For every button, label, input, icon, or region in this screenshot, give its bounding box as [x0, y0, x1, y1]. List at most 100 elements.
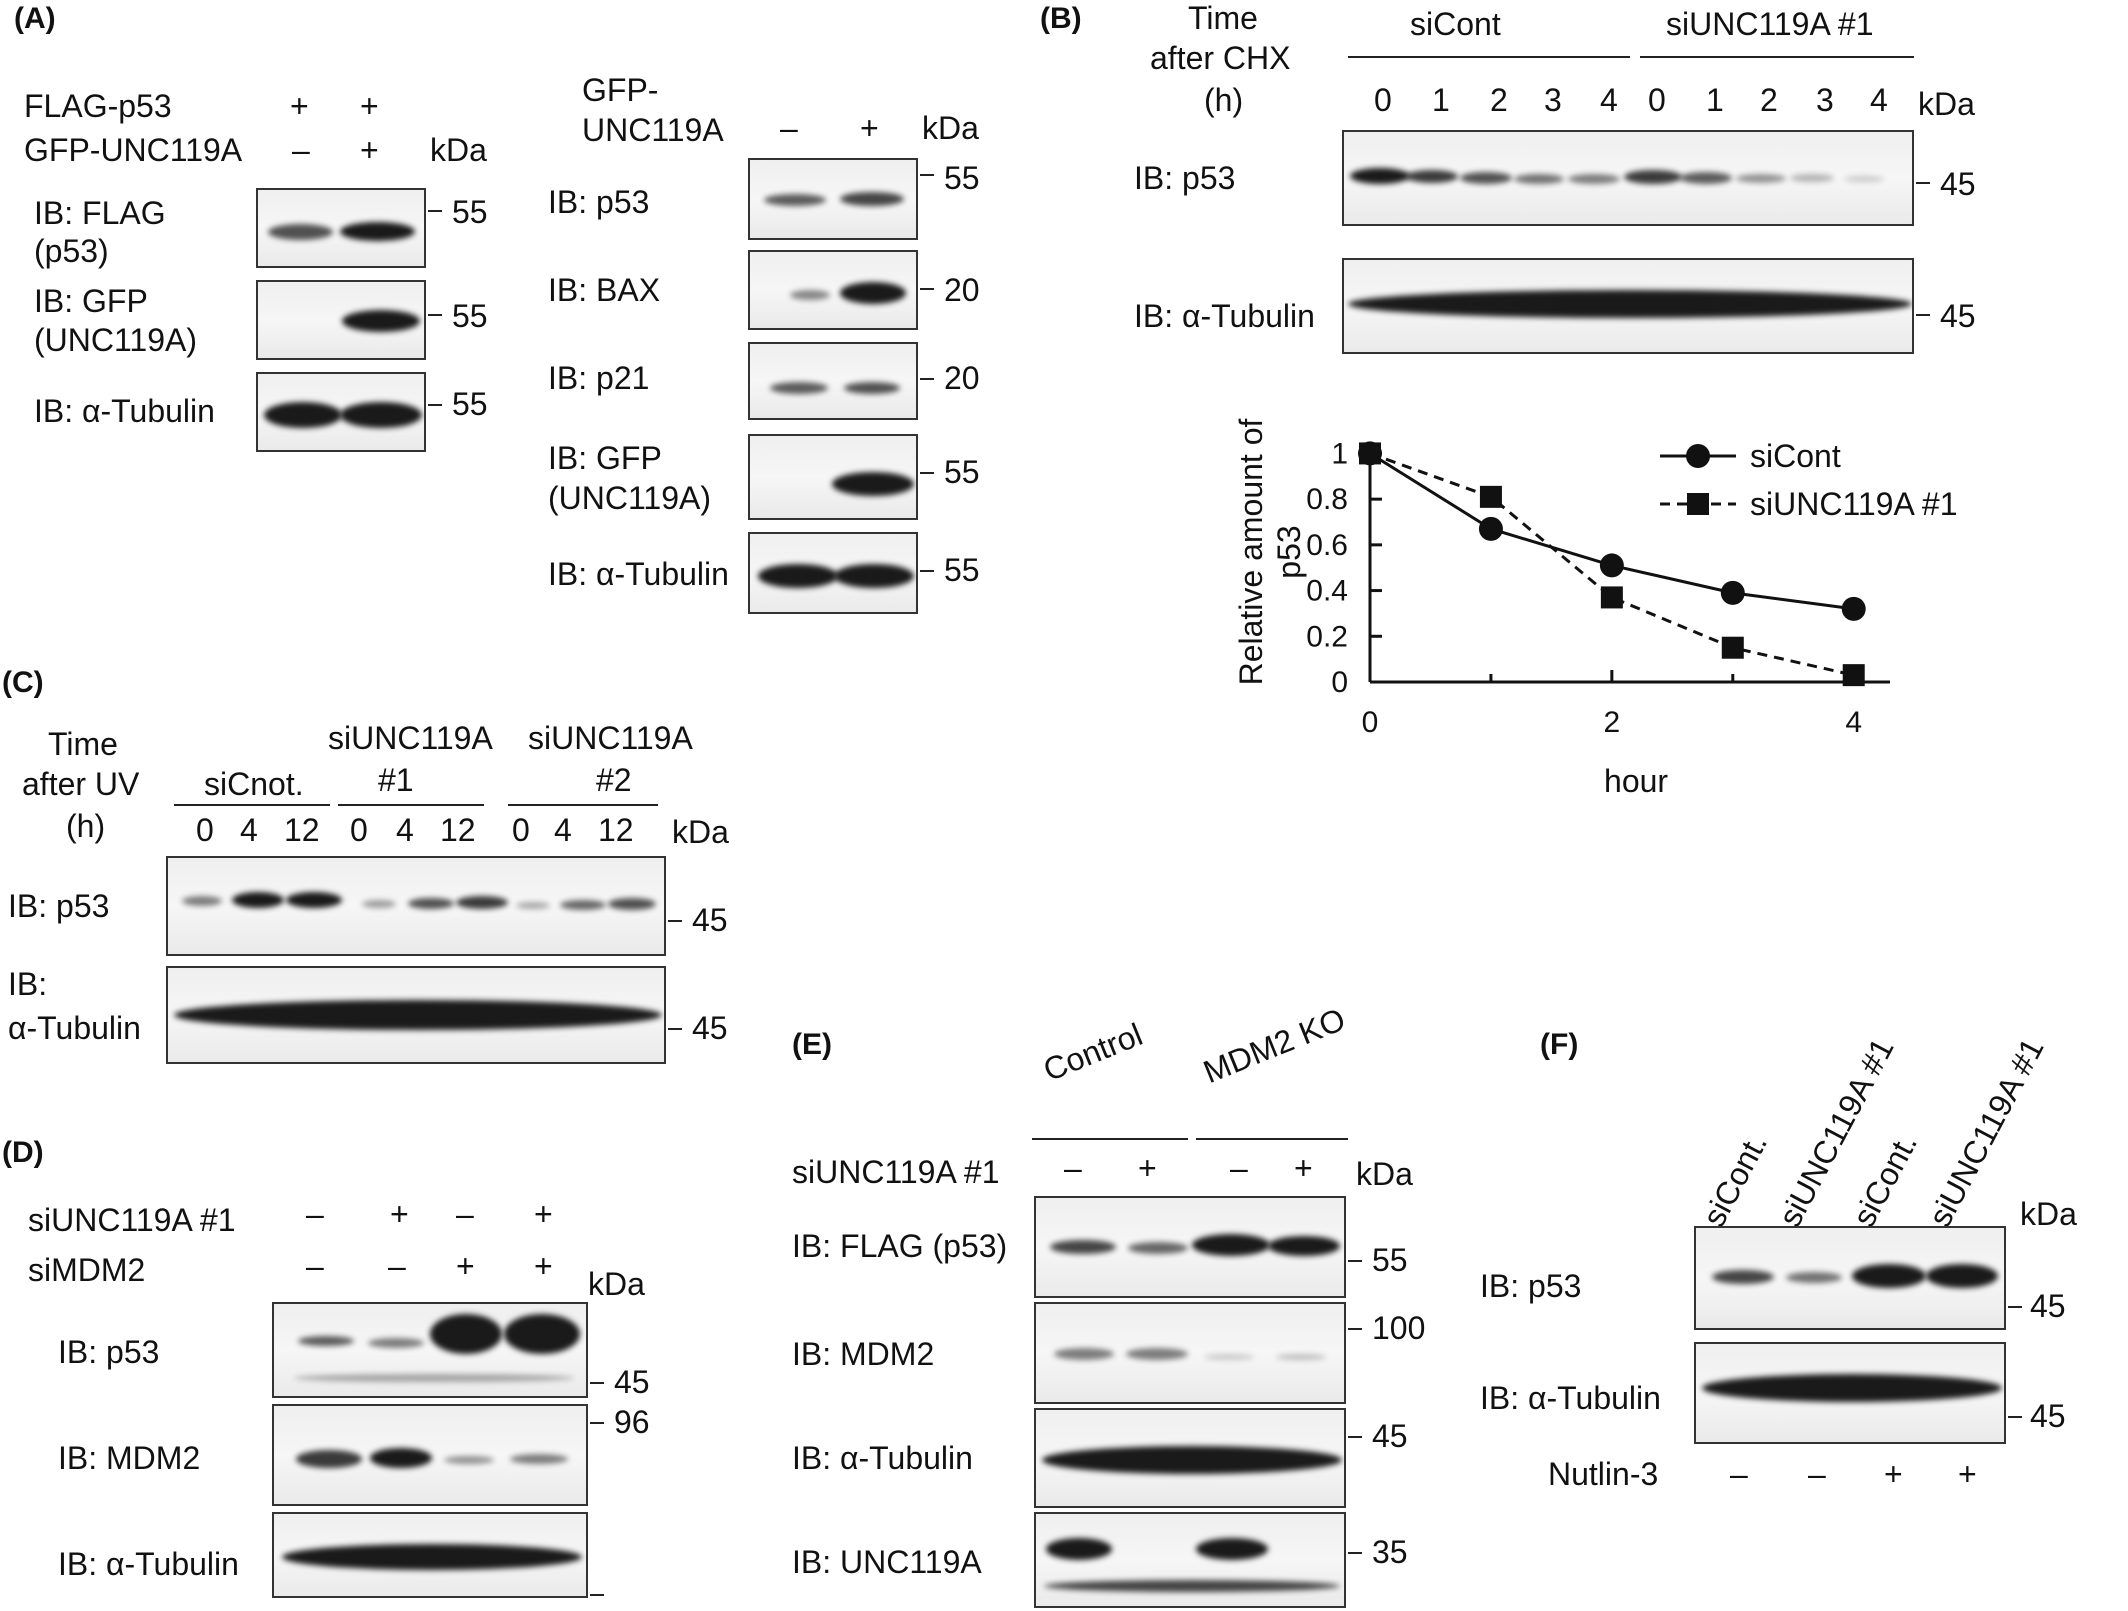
ib-label: IB: MDM2 — [792, 1336, 935, 1372]
ib-sublabel: (p53) — [34, 233, 109, 269]
legend-marker-circle — [1686, 444, 1710, 468]
ib-label: IB: FLAG (p53) — [792, 1228, 1008, 1264]
x-tick-label: 4 — [1845, 706, 1862, 739]
mw-marker: 45 — [692, 1010, 728, 1046]
ib-label: IB: p53 — [1480, 1268, 1582, 1304]
y-tick-label: 1 — [1331, 437, 1348, 470]
hour-label: 12 — [284, 812, 320, 848]
ib-label: IB: FLAG — [34, 195, 166, 231]
lane-sign: – — [1808, 1456, 1826, 1492]
blot-p53-chx — [1342, 130, 1914, 226]
x-tick-label: 2 — [1604, 706, 1621, 739]
chart-legend: siCont siUNC119A #1 — [1660, 438, 1958, 522]
blot-bax — [748, 250, 918, 330]
mw-marker: 45 — [614, 1364, 650, 1400]
blot-mdm2-d — [272, 1404, 588, 1506]
y-tick-label: 0.8 — [1306, 483, 1348, 516]
hour-label: 4 — [396, 812, 414, 848]
ib-label: IB: p53 — [1134, 160, 1236, 196]
data-point-square — [1842, 664, 1865, 687]
y-tick-label: 0.6 — [1306, 529, 1348, 562]
hour-label: 12 — [440, 812, 476, 848]
ib-label: IB: α-Tubulin — [548, 556, 729, 592]
mw-marker: 55 — [452, 298, 488, 334]
gfp-header: GFP- — [582, 72, 659, 108]
group-label: siUNC119A — [328, 720, 493, 756]
mw-marker: 55 — [944, 552, 980, 588]
ib-label: IB: BAX — [548, 272, 661, 308]
mw-marker: 45 — [2030, 1288, 2066, 1324]
panel-f-label: (F) — [1540, 1028, 1579, 1061]
flag-p53-label: FLAG-p53 — [24, 88, 172, 124]
group-label-2: #1 — [378, 762, 414, 798]
hour-label: 0 — [350, 812, 368, 848]
panel-d-label: (D) — [2, 1136, 44, 1169]
gfp-unc119a-label: GFP-UNC119A — [24, 132, 243, 168]
ib-label: IB: p53 — [58, 1334, 160, 1370]
group-mdm2-ko: MDM2 KO — [1198, 1000, 1351, 1091]
hour-label: 2 — [1760, 82, 1778, 118]
hour-label: 4 — [1600, 82, 1618, 118]
panel-b-kda: kDa — [1918, 86, 1975, 122]
hour-label: 4 — [554, 812, 572, 848]
ib-label: IB: GFP — [548, 440, 662, 476]
legend-marker-square — [1687, 493, 1709, 515]
lane-sign: + — [1884, 1456, 1903, 1492]
ib-label: IB: — [8, 966, 48, 1002]
blot-p53-uv — [166, 856, 666, 956]
y-axis-label-2: p53 — [1271, 525, 1307, 578]
lane-sign: + — [534, 1248, 553, 1284]
lane-sign: + — [1138, 1150, 1157, 1186]
lane-sign: – — [306, 1248, 324, 1284]
lane-sign: – — [306, 1196, 324, 1232]
blot-mdm2-e — [1034, 1302, 1346, 1404]
ib-label: IB: p53 — [8, 888, 110, 924]
time-unit: (h) — [1204, 82, 1244, 118]
time-label: Time — [1188, 0, 1258, 36]
mw-marker: 45 — [1940, 166, 1976, 202]
hour-label: 1 — [1432, 82, 1450, 118]
gfp-unc119a-lane2: + — [360, 132, 379, 168]
data-point-square — [1600, 586, 1623, 609]
ib-label: IB: α-Tubulin — [1480, 1380, 1661, 1416]
lane-sign: + — [456, 1248, 475, 1284]
siunc119a-label: siUNC119A #1 — [28, 1202, 236, 1238]
x-tick-label: 0 — [1362, 706, 1379, 739]
lane-label: siCont. — [1845, 1127, 1925, 1233]
group-siunc119a: siUNC119A #1 — [1666, 6, 1874, 42]
legend-label: siCont — [1750, 438, 1841, 474]
panel-a-kda: kDa — [430, 132, 487, 168]
blot-gfp-unc119a-2 — [748, 434, 918, 520]
lane-sign: + — [390, 1196, 409, 1232]
panel-a-label: (A) — [14, 2, 56, 35]
y-axis-label: Relative amount of — [1233, 418, 1269, 685]
nutlin-label: Nutlin-3 — [1548, 1456, 1659, 1492]
hour-label: 0 — [1648, 82, 1666, 118]
blot-tubulin-e — [1034, 1408, 1346, 1508]
ib-label: IB: UNC119A — [792, 1544, 982, 1580]
y-tick-label: 0 — [1331, 666, 1348, 699]
data-point-square — [1359, 442, 1381, 465]
hour-label: 3 — [1544, 82, 1562, 118]
hour-label: 0 — [196, 812, 214, 848]
hour-label: 12 — [598, 812, 634, 848]
simdm2-label: siMDM2 — [28, 1252, 146, 1288]
gfp-lane2: + — [860, 110, 879, 146]
data-point-circle — [1841, 596, 1866, 621]
data-point-circle — [1478, 516, 1503, 541]
hour-label: 4 — [1870, 82, 1888, 118]
y-tick-label: 0.2 — [1306, 620, 1348, 653]
mw-marker: 55 — [1372, 1242, 1408, 1278]
mw-marker: 55 — [944, 160, 980, 196]
blot-tubulin-2 — [748, 532, 918, 614]
hour-label: 1 — [1706, 82, 1724, 118]
blot-tubulin-f — [1694, 1342, 2006, 1444]
ib-label: IB: α-Tubulin — [792, 1440, 973, 1476]
p53-decay-chart: 0 0.2 0.4 0.6 0.8 1 0 2 4 hour Relative amount of p… — [1233, 418, 1958, 799]
lane-sign: + — [1958, 1456, 1977, 1492]
time-label-2: after UV — [22, 766, 140, 802]
siunc119a-label: siUNC119A #1 — [792, 1154, 1000, 1190]
blot-unc119a-e — [1034, 1512, 1346, 1608]
mw-marker: 96 — [614, 1404, 650, 1440]
group-label: siUNC119A — [528, 720, 693, 756]
